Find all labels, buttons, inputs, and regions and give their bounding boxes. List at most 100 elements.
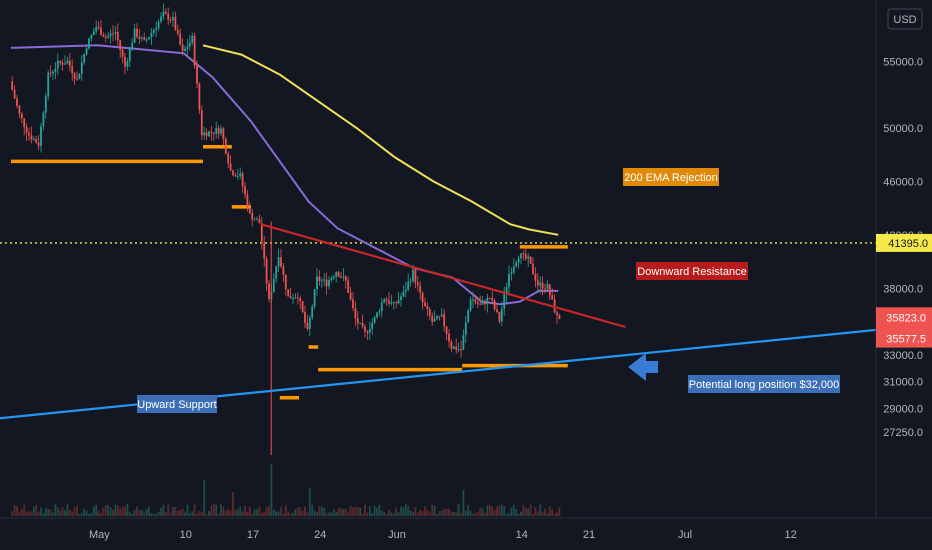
candle-body <box>510 272 513 274</box>
candle-body <box>49 72 52 74</box>
volume-bar <box>419 509 422 516</box>
volume-bar <box>152 513 155 516</box>
volume-bar <box>208 510 210 516</box>
volume-bar <box>448 508 450 516</box>
volume-bar <box>356 506 359 516</box>
volume-bar <box>416 512 419 516</box>
volume-bar <box>114 504 117 516</box>
volume-bar <box>337 508 340 516</box>
x-tick-label: 17 <box>247 529 259 541</box>
volume-bar <box>496 506 498 516</box>
candle-body <box>59 60 62 63</box>
volume-bar <box>332 509 335 516</box>
volume-bar <box>198 510 201 516</box>
volume-bar <box>174 506 177 516</box>
candle-body <box>256 219 258 221</box>
volume-bar <box>71 511 74 516</box>
volume-bar <box>316 511 318 516</box>
x-tick-label: 21 <box>583 529 595 541</box>
volume-bar <box>335 512 338 516</box>
volume-bar <box>88 513 90 516</box>
candle-body <box>138 36 141 39</box>
candle-body <box>464 322 467 336</box>
candle-body <box>124 56 126 67</box>
candle-body <box>284 274 287 290</box>
candle-body <box>119 40 122 50</box>
candle-body <box>412 269 414 281</box>
volume-bar <box>155 513 158 516</box>
candle-body <box>47 72 50 97</box>
volume-bar <box>47 509 50 516</box>
candle-body <box>80 62 83 74</box>
candle-body <box>280 257 282 267</box>
volume-bar <box>140 509 143 516</box>
candle-body <box>371 322 374 330</box>
candle-body <box>536 280 539 286</box>
candle-body <box>215 128 218 134</box>
volume-bar <box>498 505 501 516</box>
candle-body <box>388 300 390 304</box>
candle-body <box>13 89 16 99</box>
volume-bar <box>404 504 407 516</box>
volume-bar <box>553 513 556 516</box>
candle-body <box>131 42 134 49</box>
volume-bar <box>90 512 93 516</box>
price-axis-background <box>876 0 932 550</box>
x-tick-label: 14 <box>516 529 528 541</box>
volume-bar <box>248 506 251 516</box>
volume-bar <box>424 506 426 516</box>
candle-body <box>558 315 561 320</box>
candle-body <box>479 303 482 305</box>
candle-body <box>112 33 114 35</box>
price-axis: 55000.050000.046000.042000.038000.033000… <box>875 0 932 550</box>
volume-bar <box>179 510 182 516</box>
candle-body <box>308 317 311 329</box>
volume-bar <box>512 504 515 516</box>
candle-body <box>402 291 405 297</box>
volume-bar <box>73 507 76 516</box>
candle-body <box>431 316 434 322</box>
candle-body <box>325 279 328 287</box>
volume-bar <box>172 506 174 516</box>
volume-bar <box>25 512 28 516</box>
candle-body <box>251 212 254 220</box>
candle-body <box>488 297 491 299</box>
candle-body <box>361 322 364 327</box>
volume-bar <box>371 513 374 516</box>
candle-body <box>162 11 165 17</box>
volume-bar <box>157 511 160 516</box>
downward-resistance-label-box <box>636 262 748 280</box>
candle-body <box>157 21 160 29</box>
candle-body <box>11 81 14 90</box>
candle-body <box>318 276 321 282</box>
volume-bar <box>460 512 462 516</box>
candle-body <box>457 349 460 351</box>
candle-body <box>20 113 23 119</box>
candle-body <box>385 299 388 301</box>
volume-bar <box>500 504 503 516</box>
candle-body <box>78 73 81 79</box>
ema-rejection-label: 200 EMA Rejection <box>624 172 718 184</box>
bid-price-tag <box>876 329 932 348</box>
candle-body <box>76 78 78 80</box>
candle-body <box>460 349 462 351</box>
volume-bar <box>102 507 105 516</box>
candle-body <box>340 276 342 278</box>
candle-body <box>337 272 340 277</box>
currency-box[interactable] <box>887 8 923 30</box>
volume-bar <box>510 507 513 516</box>
candle-body <box>277 257 280 267</box>
candle-body <box>503 294 506 309</box>
candle-body <box>486 297 489 305</box>
candle-body <box>546 284 549 289</box>
candle-body <box>145 39 148 41</box>
candle-body <box>467 310 470 323</box>
volume-bar <box>383 512 386 516</box>
candle-body <box>133 28 136 43</box>
candle-body <box>25 127 28 133</box>
candle-body <box>404 289 407 292</box>
candle-body <box>217 128 220 134</box>
candle-body <box>148 37 150 40</box>
